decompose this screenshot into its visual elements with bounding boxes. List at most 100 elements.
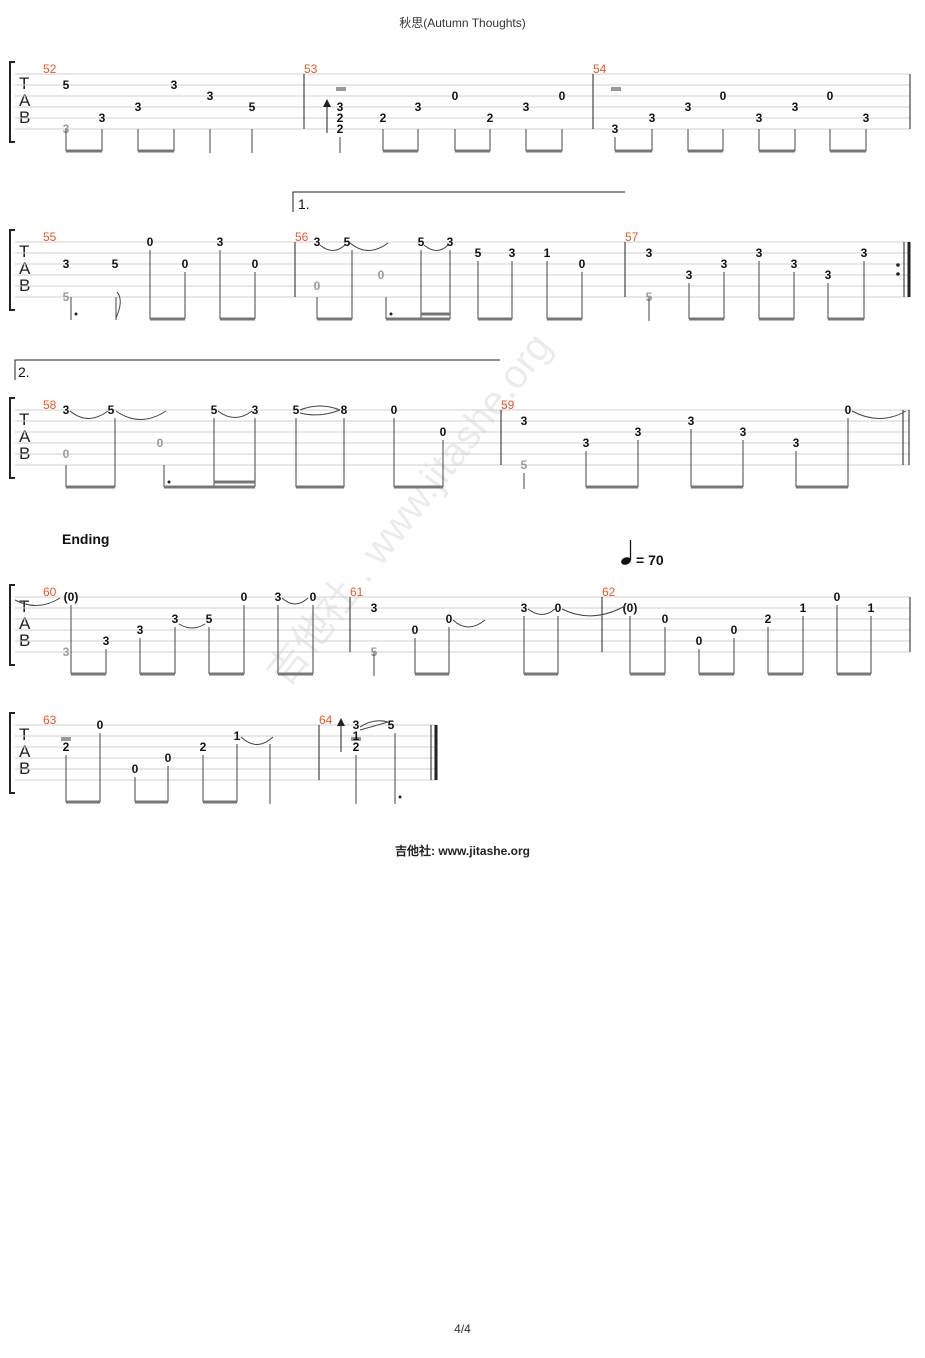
svg-text:0: 0 (132, 762, 139, 776)
svg-text:5: 5 (63, 290, 70, 304)
svg-text:3: 3 (217, 235, 224, 249)
svg-text:5: 5 (521, 458, 528, 472)
svg-text:5: 5 (388, 718, 395, 732)
svg-text:2: 2 (63, 740, 70, 754)
svg-text:2: 2 (487, 111, 494, 125)
volta-2-label: 2. (18, 364, 30, 380)
svg-text:0: 0 (827, 89, 834, 103)
svg-text:5: 5 (418, 235, 425, 249)
svg-text:2: 2 (200, 740, 207, 754)
svg-text:1: 1 (234, 729, 241, 743)
svg-text:3: 3 (863, 111, 870, 125)
svg-text:(0): (0) (64, 590, 79, 604)
svg-text:8: 8 (341, 403, 348, 417)
svg-text:5: 5 (249, 100, 256, 114)
svg-text:3: 3 (791, 257, 798, 271)
svg-text:3: 3 (756, 111, 763, 125)
svg-text:3: 3 (275, 590, 282, 604)
svg-text:3: 3 (447, 235, 454, 249)
measure-number-59: 59 (501, 398, 515, 412)
svg-text:0: 0 (731, 623, 738, 637)
svg-text:3: 3 (63, 257, 70, 271)
svg-text:3: 3 (793, 436, 800, 450)
svg-text:3: 3 (137, 623, 144, 637)
svg-text:T: T (19, 725, 29, 744)
measure-number-64: 64 (319, 713, 333, 727)
svg-text:2: 2 (337, 122, 344, 136)
svg-text:0: 0 (720, 89, 727, 103)
svg-text:3: 3 (583, 436, 590, 450)
svg-text:3: 3 (792, 100, 799, 114)
svg-text:0: 0 (63, 447, 70, 461)
svg-text:0: 0 (834, 590, 841, 604)
score-title: 秋思(Autumn Thoughts) (399, 16, 526, 30)
svg-text:2: 2 (337, 111, 344, 125)
svg-text:3: 3 (353, 718, 360, 732)
svg-text:3: 3 (825, 268, 832, 282)
svg-text:0: 0 (412, 623, 419, 637)
quarter-note-icon (621, 540, 632, 565)
svg-text:5: 5 (211, 403, 218, 417)
svg-text:(0): (0) (623, 601, 638, 615)
measure-number-53: 53 (304, 62, 318, 76)
svg-text:3: 3 (523, 100, 530, 114)
svg-text:3: 3 (252, 403, 259, 417)
svg-text:T: T (19, 410, 29, 429)
svg-text:0: 0 (391, 403, 398, 417)
measure-number-58: 58 (43, 398, 57, 412)
measure-number-60: 60 (43, 585, 57, 599)
svg-text:0: 0 (241, 590, 248, 604)
tab-score: T A B 52 53 54 53 333 35 322 230 230 333… (9, 61, 911, 804)
svg-text:1: 1 (800, 601, 807, 615)
measure-number-56: 56 (295, 230, 309, 244)
svg-text:0: 0 (147, 235, 154, 249)
svg-text:0: 0 (310, 590, 317, 604)
svg-text:1: 1 (868, 601, 875, 615)
svg-text:0: 0 (97, 718, 104, 732)
svg-text:3: 3 (721, 257, 728, 271)
svg-text:0: 0 (314, 279, 321, 293)
measure-number-52: 52 (43, 62, 57, 76)
svg-text:3: 3 (649, 111, 656, 125)
svg-text:3: 3 (99, 111, 106, 125)
svg-text:3: 3 (371, 601, 378, 615)
tab-system-5: T A B 63 64 200 021 312 5 (9, 712, 438, 804)
svg-text:0: 0 (252, 257, 259, 271)
page-number: 4/4 (454, 1322, 471, 1336)
svg-text:3: 3 (685, 100, 692, 114)
svg-text:0: 0 (157, 436, 164, 450)
svg-text:0: 0 (182, 257, 189, 271)
svg-text:5: 5 (63, 78, 70, 92)
svg-text:5: 5 (108, 403, 115, 417)
svg-text:3: 3 (337, 100, 344, 114)
svg-text:3: 3 (612, 122, 619, 136)
svg-text:3: 3 (521, 601, 528, 615)
svg-text:1: 1 (544, 246, 551, 260)
svg-text:5: 5 (112, 257, 119, 271)
svg-text:5: 5 (475, 246, 482, 260)
svg-text:0: 0 (662, 612, 669, 626)
svg-text:3: 3 (63, 645, 70, 659)
tab-system-4: T A B 60 61 62 (0)3 333 503 0 35 003 0 (… (9, 584, 911, 676)
svg-text:3: 3 (207, 89, 214, 103)
svg-text:3: 3 (740, 425, 747, 439)
svg-text:5: 5 (206, 612, 213, 626)
svg-text:0: 0 (378, 268, 385, 282)
svg-text:T: T (19, 242, 29, 261)
measure-number-57: 57 (625, 230, 639, 244)
svg-text:0: 0 (559, 89, 566, 103)
svg-text:3: 3 (509, 246, 516, 260)
volta-1-label: 1. (298, 196, 310, 212)
svg-text:3: 3 (135, 100, 142, 114)
svg-text:0: 0 (165, 751, 172, 765)
svg-text:3: 3 (103, 634, 110, 648)
svg-text:3: 3 (686, 268, 693, 282)
svg-text:3: 3 (521, 414, 528, 428)
measure-number-62: 62 (602, 585, 616, 599)
svg-text:2: 2 (353, 740, 360, 754)
svg-text:0: 0 (696, 634, 703, 648)
measure-number-63: 63 (43, 713, 57, 727)
measure-number-54: 54 (593, 62, 607, 76)
